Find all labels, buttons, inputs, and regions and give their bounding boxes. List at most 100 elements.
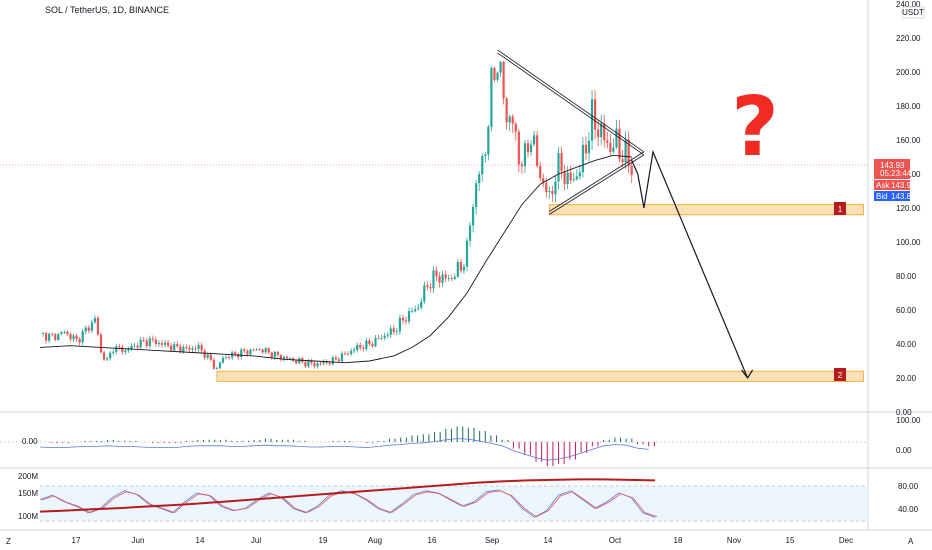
candle-body [420, 301, 423, 308]
candle-body [151, 338, 154, 340]
candle-body [386, 334, 389, 336]
candle-body [96, 317, 100, 335]
candle-body [365, 340, 368, 349]
candle-body [87, 327, 90, 331]
candle-body [456, 261, 459, 277]
candle-body [45, 332, 48, 341]
candle-body [66, 331, 69, 335]
candle-body [444, 274, 447, 279]
candle-body [57, 334, 60, 340]
candle-body [407, 311, 411, 322]
candle-body [215, 368, 218, 369]
candle-body [423, 285, 426, 302]
candle-body [523, 143, 527, 167]
candle-body [569, 172, 572, 181]
candle-body [566, 172, 569, 185]
candle-body [551, 191, 554, 195]
time-tick-label: Nov [727, 536, 741, 545]
ask-badge [874, 180, 910, 190]
bid-badge [874, 191, 910, 201]
candle-body [240, 349, 243, 358]
price-axis[interactable]: 0.0020.0040.0060.0080.00100.00120.00140.… [896, 0, 921, 417]
candle-body [194, 348, 197, 350]
price-tick-label: 80.00 [896, 272, 917, 281]
candle-body [319, 363, 322, 365]
candle-body [542, 178, 545, 183]
candle-body [392, 328, 395, 332]
macd-panel[interactable] [0, 426, 868, 467]
candle-body [572, 179, 575, 181]
macd-tick-top: 100.00 [896, 416, 921, 425]
triangle-line [497, 49, 645, 153]
candle-body [536, 135, 539, 167]
candle-body [304, 362, 307, 367]
candle-body [264, 348, 267, 353]
candle-body [587, 140, 591, 154]
auto-scale-icon[interactable]: A [908, 537, 914, 546]
candle-body [459, 261, 462, 271]
candle-body [203, 350, 206, 358]
candle-body [417, 307, 420, 310]
moving-average [39, 154, 632, 364]
candle-body [310, 360, 313, 364]
candle-body [374, 337, 377, 347]
time-tick-label: Jul [251, 536, 261, 545]
candle-body [350, 350, 353, 354]
volume-ma-line [39, 478, 656, 513]
stoch-tick-80: 80.00 [898, 482, 919, 491]
candle-body [176, 344, 179, 347]
bid-value: 143.87 [891, 192, 916, 201]
time-tick-label: Jun [132, 536, 145, 545]
candle-body [252, 349, 255, 351]
candle-body [261, 349, 264, 353]
candle-body [371, 344, 374, 347]
candle-body [258, 349, 261, 351]
candle-body [612, 147, 615, 152]
projection-arrow [631, 149, 754, 380]
candle-body [496, 72, 499, 80]
candle-body [200, 344, 203, 351]
candle-body [346, 353, 350, 355]
stochastic-panel[interactable] [39, 478, 868, 522]
time-tick-label: Oct [609, 536, 622, 545]
stoch-left-tick-2: 150M [18, 489, 38, 498]
candle-body [118, 346, 121, 348]
price-tick-label: 100.00 [896, 238, 921, 247]
candle-body [615, 128, 618, 148]
candle-body [279, 354, 283, 360]
triangle-line [497, 52, 645, 156]
candle-body [539, 166, 542, 179]
candle-body [313, 363, 316, 367]
candle-body [255, 349, 258, 351]
candle-body [139, 339, 142, 348]
price-tick-label: 0.00 [896, 408, 912, 417]
question-mark-icon: ? [731, 80, 779, 175]
candle-body [627, 139, 630, 166]
candle-body [130, 345, 133, 350]
candle-body [191, 348, 194, 350]
candle-body [84, 327, 87, 332]
candle-body [160, 343, 164, 345]
candle-body [167, 342, 170, 346]
price-tick-label: 120.00 [896, 204, 921, 213]
candle-body [478, 174, 481, 184]
candle-body [441, 274, 444, 283]
candle-body [112, 351, 115, 353]
candle-body [54, 334, 57, 340]
time-tick-label: 14 [544, 536, 553, 545]
candle-body [401, 317, 405, 321]
candle-body [51, 333, 54, 335]
candle-body [414, 309, 417, 312]
candle-body [502, 61, 505, 99]
currency-badge[interactable] [901, 6, 925, 19]
candle-body [517, 131, 520, 165]
candle-body [557, 152, 560, 182]
zone-marker-2 [834, 368, 846, 381]
candle-body [609, 142, 612, 152]
timezone-icon[interactable]: Z [6, 537, 11, 546]
candle-body [404, 320, 408, 322]
candle-body [529, 144, 533, 153]
candle-body [493, 67, 496, 80]
time-axis[interactable]: 17 Jun 14 Jul 19 Aug 16 Sep 14 Oct 18 Nov 15 Dec [72, 536, 854, 545]
